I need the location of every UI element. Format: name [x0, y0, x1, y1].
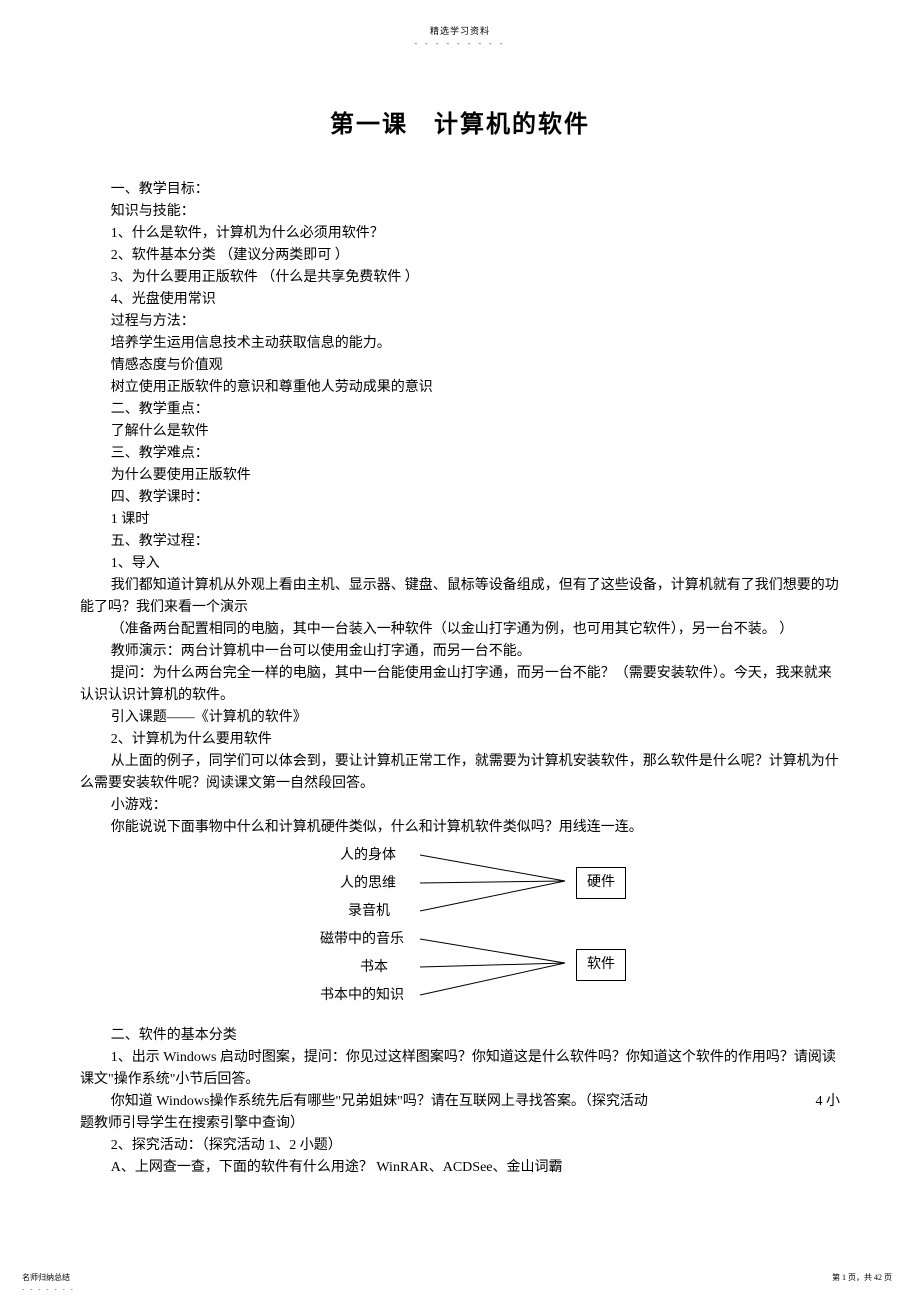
footer-left: 名师归纳总结	[22, 1272, 70, 1283]
line: 2、计算机为什么要用软件	[80, 729, 840, 751]
paragraph: 你知道 Windows操作系统先后有哪些"兄弟姐妹"吗？请在互联网上寻找答案。（…	[80, 1091, 840, 1113]
paragraph: 题教师引导学生在搜索引擎中查询）	[80, 1113, 840, 1135]
line: 4、光盘使用常识	[80, 289, 840, 311]
diagram-right-item: 硬件	[576, 867, 626, 899]
line: 五、教学过程：	[80, 531, 840, 553]
paragraph: 提问：为什么两台完全一样的电脑，其中一台能使用金山打字通，而另一台不能？（需要安…	[80, 663, 840, 707]
diagram-right-item: 软件	[576, 949, 626, 981]
line: 引入课题——《计算机的软件》	[80, 707, 840, 729]
line: 知识与技能：	[80, 201, 840, 223]
line: 树立使用正版软件的意识和尊重他人劳动成果的意识	[80, 377, 840, 399]
diagram-left-item: 人的思维	[340, 873, 396, 895]
line: A、上网查一查，下面的软件有什么用途？ WinRAR、ACDSee、金山词霸	[80, 1157, 840, 1179]
line: 1、导入	[80, 553, 840, 575]
paragraph: 从上面的例子，同学们可以体会到，要让计算机正常工作，就需要为计算机安装软件，那么…	[80, 751, 840, 795]
paragraph: 我们都知道计算机从外观上看由主机、显示器、键盘、鼠标等设备组成，但有了这些设备，…	[80, 575, 840, 619]
line: 2、软件基本分类 （建议分两类即可 ）	[80, 245, 840, 267]
line-seg: 4 小	[816, 1091, 841, 1113]
line: 3、为什么要用正版软件 （什么是共享免费软件 ）	[80, 267, 840, 289]
line: 三、教学难点：	[80, 443, 840, 465]
matching-diagram: 人的身体 人的思维 录音机 磁带中的音乐 书本 书本中的知识 硬件 软件	[80, 845, 840, 1015]
paragraph: 1、出示 Windows 启动时图案，提问：你见过这样图案吗？你知道这是什么软件…	[80, 1047, 840, 1091]
line: 过程与方法：	[80, 311, 840, 333]
header-note: 精选学习资料	[0, 0, 920, 37]
diagram-left-item: 录音机	[348, 901, 390, 923]
line: 2、探究活动：（探究活动 1、2 小题）	[80, 1135, 840, 1157]
line: 了解什么是软件	[80, 421, 840, 443]
line: 1、什么是软件，计算机为什么必须用软件？	[80, 223, 840, 245]
diagram-left-item: 书本	[360, 957, 388, 979]
line: 1 课时	[80, 509, 840, 531]
line: 培养学生运用信息技术主动获取信息的能力。	[80, 333, 840, 355]
line: 小游戏：	[80, 795, 840, 817]
diagram-left-item: 人的身体	[340, 845, 396, 867]
line: 为什么要使用正版软件	[80, 465, 840, 487]
paragraph: （准备两台配置相同的电脑，其中一台装入一种软件（以金山打字通为例，也可用其它软件…	[80, 619, 840, 641]
content-body: 一、教学目标： 知识与技能： 1、什么是软件，计算机为什么必须用软件？ 2、软件…	[0, 179, 920, 1179]
line: 情感态度与价值观	[80, 355, 840, 377]
page-title: 第一课 计算机的软件	[0, 104, 920, 139]
footer-left-dots: - - - - - - -	[22, 1285, 75, 1293]
line-seg: 你知道 Windows操作系统先后有哪些"兄弟姐妹"吗？请在互联网上寻找答案。（…	[80, 1091, 648, 1113]
diagram-left-item: 磁带中的音乐	[320, 929, 404, 951]
line: 二、软件的基本分类	[80, 1025, 840, 1047]
diagram-left-item: 书本中的知识	[320, 985, 404, 1007]
line: 一、教学目标：	[80, 179, 840, 201]
line: 教师演示：两台计算机中一台可以使用金山打字通，而另一台不能。	[80, 641, 840, 663]
line: 四、教学课时：	[80, 487, 840, 509]
footer-right: 第 1 页，共 42 页	[832, 1272, 892, 1283]
line: 二、教学重点：	[80, 399, 840, 421]
header-dots: - - - - - - - - -	[0, 39, 920, 48]
line: 你能说说下面事物中什么和计算机硬件类似，什么和计算机软件类似吗？用线连一连。	[80, 817, 840, 839]
